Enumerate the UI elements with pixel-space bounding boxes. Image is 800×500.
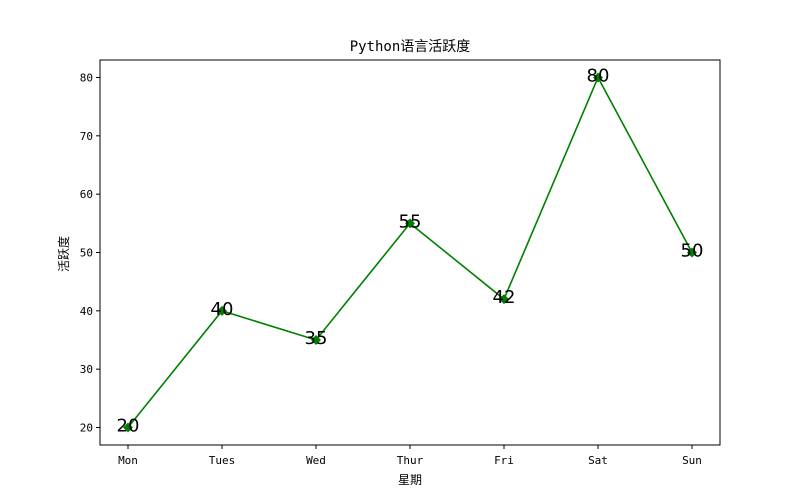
data-point-marker xyxy=(593,72,603,83)
data-label: 20 xyxy=(117,416,140,437)
x-axis: Mon Tues Wed Thur Fri Sat Sun xyxy=(118,445,702,467)
data-labels: 20 40 35 55 42 80 50 xyxy=(117,66,704,437)
data-point-marker xyxy=(217,305,227,316)
data-point-marker xyxy=(405,218,415,229)
x-tick-label: Mon xyxy=(118,454,138,467)
x-tick-label: Tues xyxy=(209,454,236,467)
x-tick-label: Wed xyxy=(306,454,326,467)
data-label: 40 xyxy=(211,299,234,320)
x-axis-label: 星期 xyxy=(398,473,422,487)
x-tick-label: Sun xyxy=(682,454,702,467)
series-markers xyxy=(123,72,697,433)
x-tick-label: Thur xyxy=(397,454,424,467)
y-tick-label: 40 xyxy=(80,305,93,318)
y-axis-label: 活跃度 xyxy=(56,236,71,272)
x-tick-label: Sat xyxy=(588,454,608,467)
data-label: 50 xyxy=(681,241,704,262)
data-label: 42 xyxy=(493,287,516,308)
y-tick-label: 80 xyxy=(80,72,93,85)
plot-frame xyxy=(99,59,721,446)
x-tick-label: Fri xyxy=(494,454,514,467)
y-tick-label: 50 xyxy=(80,247,93,260)
data-label: 35 xyxy=(305,328,328,349)
data-label: 80 xyxy=(587,66,610,87)
data-point-marker xyxy=(123,422,133,433)
y-tick-label: 70 xyxy=(80,130,93,143)
y-tick-label: 30 xyxy=(80,363,93,376)
data-point-marker xyxy=(687,247,697,258)
chart-title: Python语言活跃度 xyxy=(350,39,471,55)
y-tick-label: 20 xyxy=(80,422,93,435)
data-point-marker xyxy=(311,335,321,345)
data-point-marker xyxy=(499,294,509,305)
y-axis: 20 30 40 50 60 70 80 xyxy=(80,72,100,435)
series-line xyxy=(127,75,693,429)
y-tick-label: 60 xyxy=(80,188,93,201)
data-label: 55 xyxy=(399,211,422,232)
